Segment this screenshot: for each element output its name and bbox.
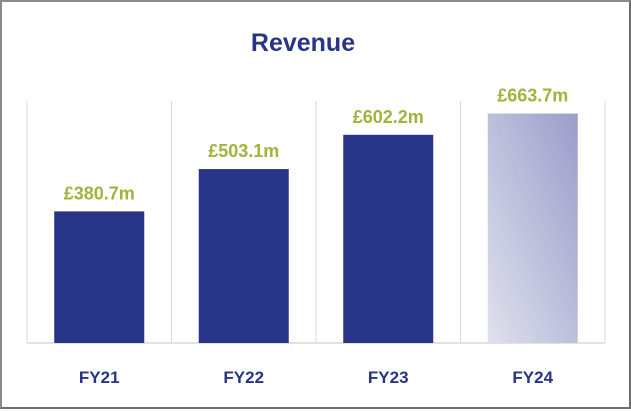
bar-fy23 — [343, 134, 434, 343]
plot-area: £380.7m FY21 £503.1m FY22 £602.2m FY23 £663.7m… — [26, 86, 606, 387]
category-label-fy21: FY21 — [79, 368, 120, 387]
bar-fy21 — [54, 211, 145, 343]
value-label-fy23: £602.2m — [353, 107, 424, 127]
category-label-fy23: FY23 — [368, 368, 409, 387]
value-label-fy22: £503.1m — [208, 141, 279, 161]
value-label-fy24: £663.7m — [497, 86, 568, 106]
category-label-fy24: FY24 — [512, 368, 553, 387]
chart-title: Revenue — [251, 29, 355, 57]
bar-fy24 — [487, 113, 578, 343]
value-label-fy21: £380.7m — [64, 183, 135, 203]
category-label-fy22: FY22 — [223, 368, 264, 387]
bar-fy22 — [198, 169, 289, 343]
